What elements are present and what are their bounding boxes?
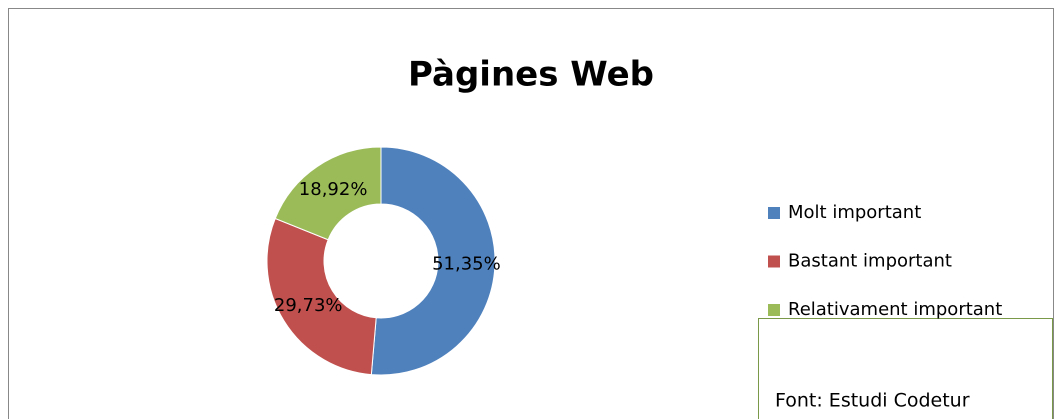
- legend-label: Relativament important: [788, 299, 1002, 320]
- annotation-box: [758, 318, 1053, 419]
- legend-swatch: [768, 207, 780, 219]
- legend-swatch: [768, 255, 780, 268]
- data-label: 18,92%: [299, 179, 368, 200]
- annotation: Font: Estudi Codetur: [775, 390, 970, 412]
- legend-swatch: [768, 304, 780, 316]
- legend-label: Bastant important: [788, 251, 952, 272]
- donut-slice: [274, 146, 382, 241]
- donut-slice: [370, 146, 496, 376]
- donut-slice: [266, 217, 377, 376]
- data-label: 51,35%: [432, 254, 501, 275]
- legend-label: Molt important: [788, 202, 921, 223]
- chart-title: Pàgines Web: [408, 55, 654, 95]
- data-label: 29,73%: [274, 295, 343, 316]
